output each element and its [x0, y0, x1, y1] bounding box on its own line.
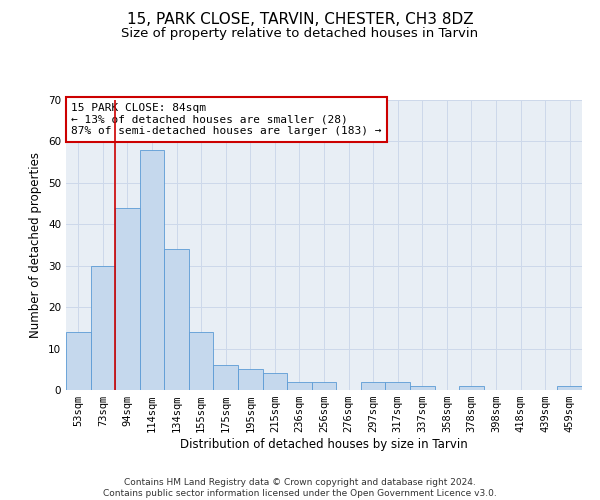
Bar — [287, 382, 312, 390]
Text: Size of property relative to detached houses in Tarvin: Size of property relative to detached ho… — [121, 28, 479, 40]
Text: 15, PARK CLOSE, TARVIN, CHESTER, CH3 8DZ: 15, PARK CLOSE, TARVIN, CHESTER, CH3 8DZ — [127, 12, 473, 28]
Bar — [115, 208, 140, 390]
Text: Contains HM Land Registry data © Crown copyright and database right 2024.
Contai: Contains HM Land Registry data © Crown c… — [103, 478, 497, 498]
Bar — [91, 266, 115, 390]
Y-axis label: Number of detached properties: Number of detached properties — [29, 152, 43, 338]
Bar — [557, 386, 582, 390]
X-axis label: Distribution of detached houses by size in Tarvin: Distribution of detached houses by size … — [180, 438, 468, 451]
Bar — [263, 374, 287, 390]
Bar — [459, 386, 484, 390]
Bar — [189, 332, 214, 390]
Bar — [312, 382, 336, 390]
Bar — [164, 249, 189, 390]
Bar — [214, 365, 238, 390]
Bar — [410, 386, 434, 390]
Bar — [385, 382, 410, 390]
Bar — [361, 382, 385, 390]
Text: 15 PARK CLOSE: 84sqm
← 13% of detached houses are smaller (28)
87% of semi-detac: 15 PARK CLOSE: 84sqm ← 13% of detached h… — [71, 103, 382, 136]
Bar — [66, 332, 91, 390]
Bar — [140, 150, 164, 390]
Bar — [238, 370, 263, 390]
